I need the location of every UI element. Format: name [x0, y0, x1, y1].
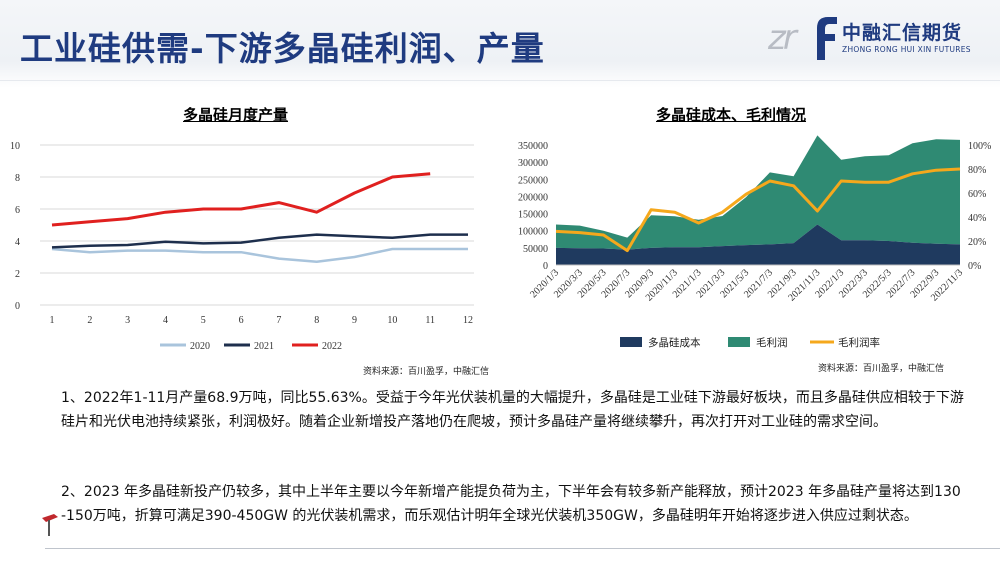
line-gross-margin [555, 167, 961, 253]
x-tick-label: 1 [50, 315, 55, 326]
svg-text:f: f [808, 13, 809, 15]
company-logo: zr f 中融汇信期货 ZHONG RONG HUI XIN FUTURES [768, 14, 1000, 64]
y2-tick-label: 100% [968, 141, 991, 152]
legend-swatch [620, 337, 642, 347]
series-line-2022 [51, 172, 431, 227]
y-tick-label: 250000 [518, 175, 548, 186]
x-tick-label: 10 [387, 315, 397, 326]
y-tick-label: 4 [15, 237, 20, 248]
y-tick-label: 150000 [518, 210, 548, 221]
logo-zr-mark: zr [768, 18, 797, 58]
header-band [0, 0, 1000, 88]
x-tick-label: 2 [87, 315, 92, 326]
y2-tick-label: 40% [968, 213, 986, 224]
series-line-2021 [51, 233, 468, 249]
y-tick-label: 300000 [518, 158, 548, 169]
y-tick-label: 6 [15, 205, 20, 216]
legend-swatch [728, 337, 750, 347]
y2-tick-label: 80% [968, 165, 986, 176]
right-chart-title: 多晶硅成本、毛利情况 [656, 106, 807, 124]
legend-label-2020: 2020 [190, 341, 210, 352]
logo-company-name-en: ZHONG RONG HUI XIN FUTURES [842, 45, 971, 54]
x-tick-label: 7 [276, 315, 281, 326]
decorative-marker-icon [42, 514, 58, 536]
left-chart-source: 资料来源：百川盈孚，中融汇信 [363, 367, 490, 377]
legend-label-2021: 2021 [254, 341, 274, 352]
y-tick-label: 10 [10, 141, 20, 152]
paragraph-output: 1、2022年1-11月产量68.9万吨，同比55.63%。受益于今年光伏装机量… [61, 390, 964, 430]
y-tick-label: 50000 [523, 244, 548, 255]
legend-label: 毛利润 [756, 336, 788, 349]
x-tick-label: 12 [463, 315, 473, 326]
y-tick-label: 2 [15, 269, 20, 280]
x-tick-label: 11 [425, 315, 435, 326]
logo-company-name: 中融汇信期货 [842, 22, 963, 44]
paragraph-outlook: 2、2023 年多晶硅新投产仍较多，其中上半年主要以今年新增产能提负荷为主，下半… [61, 484, 961, 524]
y2-tick-label: 60% [968, 189, 986, 200]
y-tick-label: 350000 [518, 141, 548, 152]
legend-label: 毛利润率 [838, 336, 880, 349]
x-tick-label: 3 [125, 315, 130, 326]
area-gross-profit [556, 135, 960, 250]
cost-profit-chart: 0 50000 100000 150000 200000 250000 300000 3500… [518, 135, 991, 349]
legend-label: 多晶硅成本 [648, 336, 701, 349]
footer-divider [45, 548, 1000, 549]
left-chart-title: 多晶硅月度产量 [183, 106, 289, 124]
x-tick-label: 9 [352, 315, 357, 326]
area-cost [556, 224, 960, 265]
legend-label-2022: 2022 [322, 341, 342, 352]
y-tick-label: 200000 [518, 192, 548, 203]
y-tick-label: 8 [15, 173, 20, 184]
slide-title: 工业硅供需-下游多晶硅利润、产量 [20, 29, 545, 68]
logo-f-icon: f [808, 13, 837, 60]
x-tick-label: 8 [314, 315, 319, 326]
y-tick-label: 0 [15, 301, 20, 312]
y2-tick-label: 0% [968, 261, 981, 272]
x-tick-label: 6 [239, 315, 244, 326]
header-divider [0, 80, 1000, 81]
y-tick-label: 100000 [518, 227, 548, 238]
series-line-2020 [51, 247, 468, 264]
y2-tick-label: 20% [968, 237, 986, 248]
x-tick-label: 4 [163, 315, 168, 326]
x-tick-label: 5 [201, 315, 206, 326]
y-tick-label: 0 [543, 261, 548, 272]
right-chart-source: 资料来源：百川盈孚，中融汇信 [818, 364, 945, 374]
